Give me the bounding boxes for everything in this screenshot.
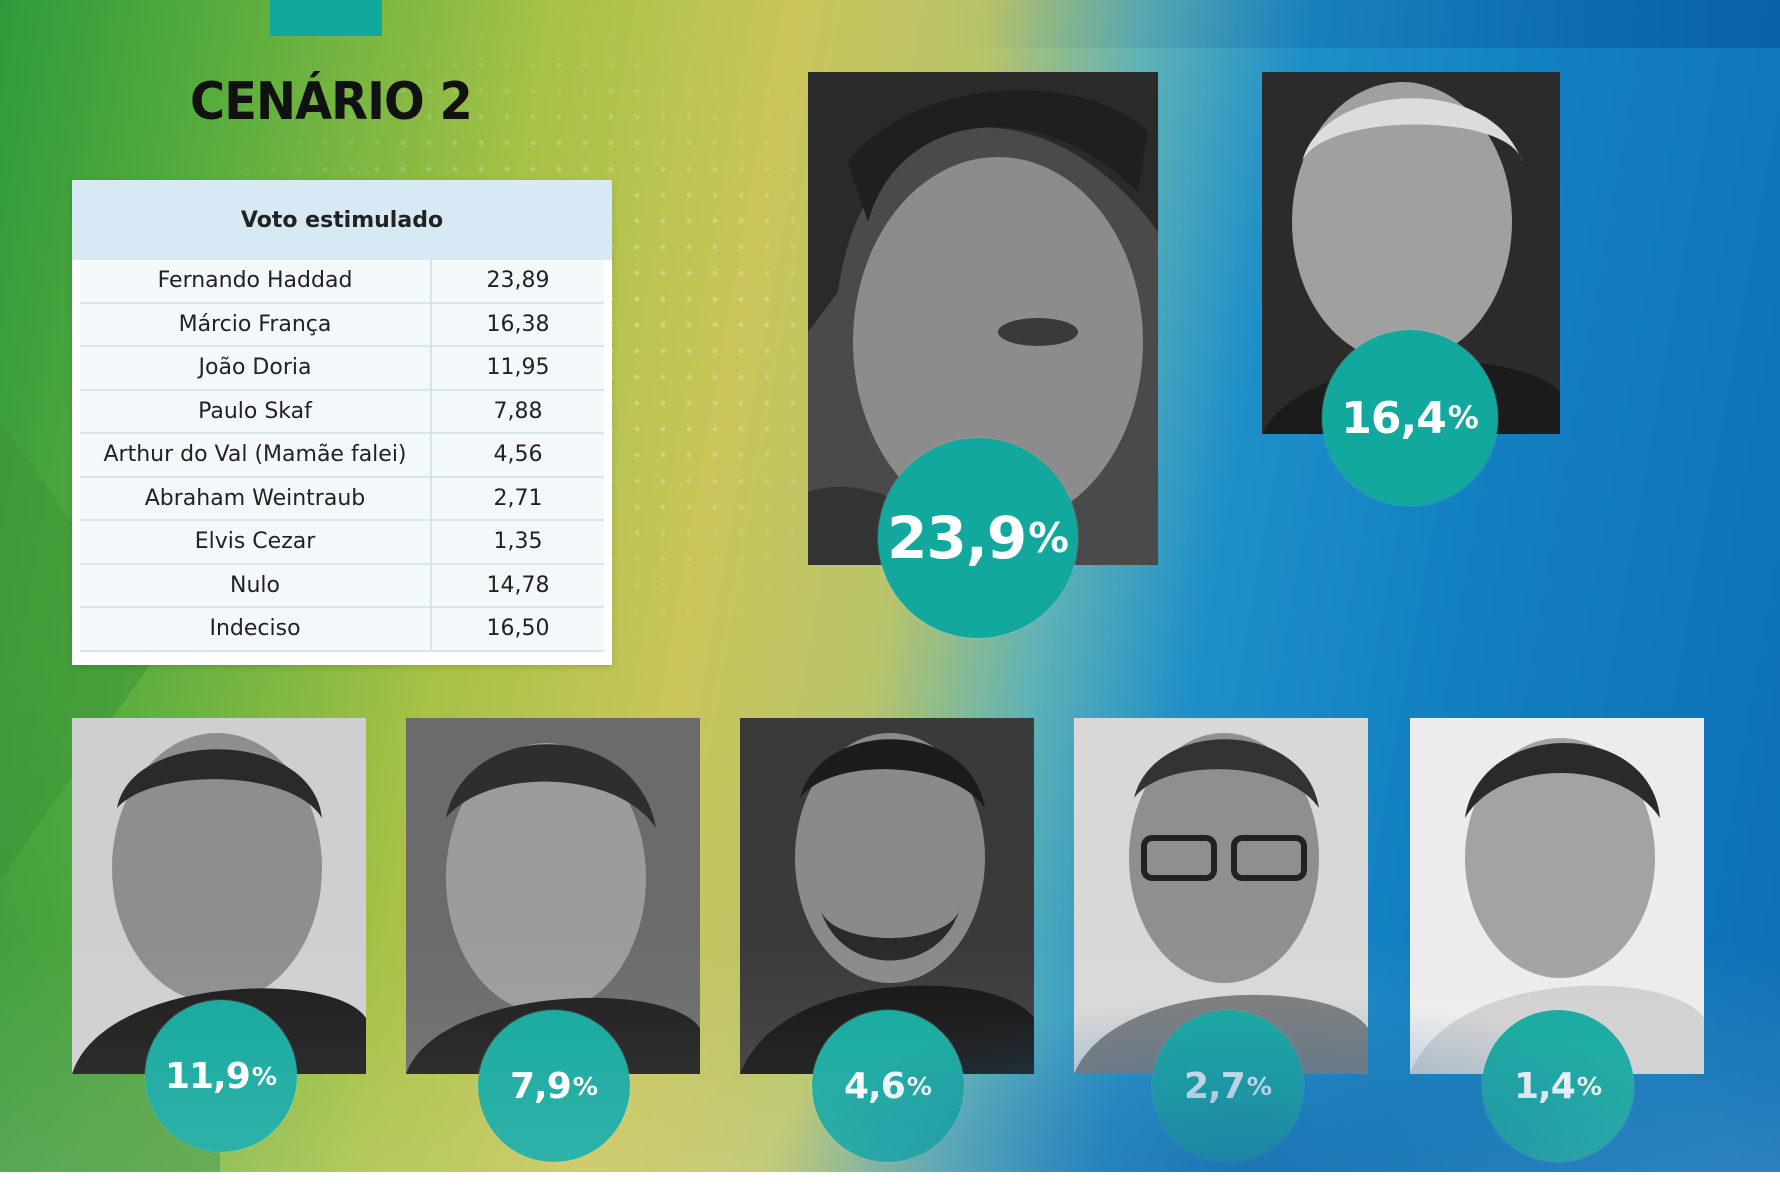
badge-value: 16,4 (1341, 392, 1447, 444)
candidate-name: Abraham Weintraub (80, 477, 432, 519)
candidate-photo-doria (72, 718, 366, 1074)
percent-sign: % (251, 1061, 278, 1091)
percent-sign: % (1028, 514, 1069, 562)
table-header: Voto estimulado (72, 180, 612, 260)
candidate-name: Fernando Haddad (80, 260, 432, 302)
vote-value: 16,38 (432, 303, 604, 345)
decorative-shape (0, 420, 160, 880)
vote-value: 23,89 (432, 260, 604, 302)
vote-value: 2,71 (432, 477, 604, 519)
portrait-graphic (740, 718, 1034, 1074)
candidate-name: Paulo Skaf (80, 390, 432, 432)
vote-value: 1,35 (432, 521, 604, 563)
table-row: Nulo 14,78 (80, 564, 604, 608)
candidate-name: Márcio França (80, 303, 432, 345)
portrait-graphic (808, 72, 1158, 565)
badge-value: 7,9 (509, 1065, 572, 1107)
badge-value: 4,6 (843, 1065, 906, 1107)
table-body: Fernando Haddad 23,89 Márcio França 16,3… (72, 260, 612, 658)
percent-sign: % (1246, 1071, 1273, 1101)
percentage-badge: 1,4% (1482, 1010, 1634, 1162)
portrait-graphic (1262, 72, 1560, 434)
percent-sign: % (906, 1071, 933, 1101)
percent-sign: % (572, 1071, 599, 1101)
vote-value: 7,88 (432, 390, 604, 432)
table-row: Márcio França 16,38 (80, 303, 604, 347)
badge-value: 2,7 (1183, 1065, 1246, 1107)
candidate-photo-elvis (1410, 718, 1704, 1074)
table-row: Indeciso 16,50 (80, 608, 604, 652)
portrait-graphic (406, 718, 700, 1074)
percentage-badge: 11,9% (145, 1000, 297, 1152)
results-table: Voto estimulado Fernando Haddad 23,89 Má… (72, 180, 612, 665)
portrait-graphic (72, 718, 366, 1074)
decorative-shape (0, 660, 220, 1172)
accent-tab (270, 0, 382, 36)
table-row: João Doria 11,95 (80, 347, 604, 391)
vote-value: 14,78 (432, 564, 604, 606)
top-band (382, 0, 1780, 48)
badge-value: 23,9 (887, 504, 1027, 572)
candidate-photo-arthur (740, 718, 1034, 1074)
vote-value: 11,95 (432, 347, 604, 389)
table-row: Fernando Haddad 23,89 (80, 260, 604, 304)
percentage-badge: 4,6% (812, 1010, 964, 1162)
percentage-badge: 23,9% (878, 438, 1078, 638)
table-row: Arthur do Val (Mamãe falei) 4,56 (80, 434, 604, 478)
candidate-name: Elvis Cezar (80, 521, 432, 563)
table-row: Elvis Cezar 1,35 (80, 521, 604, 565)
percentage-badge: 16,4% (1322, 330, 1498, 506)
percentage-badge: 2,7% (1152, 1010, 1304, 1162)
candidate-photo-haddad (808, 72, 1158, 565)
portrait-graphic (1410, 718, 1704, 1074)
candidate-name: Indeciso (80, 608, 432, 650)
bottom-margin (0, 1172, 1780, 1186)
percent-sign: % (1576, 1071, 1603, 1101)
vote-value: 16,50 (432, 608, 604, 650)
candidate-name: Arthur do Val (Mamãe falei) (80, 434, 432, 476)
percent-sign: % (1447, 400, 1479, 436)
candidate-photo-weintraub (1074, 718, 1368, 1074)
candidate-name: João Doria (80, 347, 432, 389)
page-title: CENÁRIO 2 (190, 72, 473, 132)
table-row: Abraham Weintraub 2,71 (80, 477, 604, 521)
percentage-badge: 7,9% (478, 1010, 630, 1162)
candidate-photo-skaf (406, 718, 700, 1074)
vote-value: 4,56 (432, 434, 604, 476)
badge-value: 1,4 (1513, 1065, 1576, 1107)
badge-value: 11,9 (164, 1055, 251, 1097)
table-row: Paulo Skaf 7,88 (80, 390, 604, 434)
candidate-name: Nulo (80, 564, 432, 606)
candidate-photo-franca (1262, 72, 1560, 434)
portrait-graphic (1074, 718, 1368, 1074)
